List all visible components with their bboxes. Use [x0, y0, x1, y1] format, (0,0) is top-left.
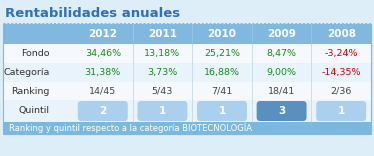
Text: 2009: 2009	[267, 29, 296, 39]
Text: Fondo: Fondo	[21, 49, 50, 58]
Text: 2/36: 2/36	[331, 86, 352, 95]
Text: Categoría: Categoría	[4, 68, 50, 77]
Text: 34,46%: 34,46%	[85, 49, 121, 58]
FancyBboxPatch shape	[3, 100, 371, 122]
Text: 16,88%: 16,88%	[204, 68, 240, 77]
Text: 1: 1	[338, 106, 345, 116]
Text: 3,73%: 3,73%	[147, 68, 178, 77]
Text: 5/43: 5/43	[152, 86, 173, 95]
Text: 7/41: 7/41	[211, 86, 233, 95]
Text: 31,38%: 31,38%	[85, 68, 121, 77]
Text: 2010: 2010	[208, 29, 236, 39]
Text: -14,35%: -14,35%	[321, 68, 361, 77]
Text: 2008: 2008	[327, 29, 356, 39]
Text: 1: 1	[218, 106, 226, 116]
Text: 2012: 2012	[88, 29, 117, 39]
Text: 8,47%: 8,47%	[267, 49, 297, 58]
FancyBboxPatch shape	[316, 101, 366, 121]
FancyBboxPatch shape	[257, 101, 307, 121]
Text: 3: 3	[278, 106, 285, 116]
FancyBboxPatch shape	[78, 101, 128, 121]
FancyBboxPatch shape	[137, 101, 187, 121]
FancyBboxPatch shape	[3, 44, 371, 63]
Text: 2011: 2011	[148, 29, 177, 39]
Text: -3,24%: -3,24%	[325, 49, 358, 58]
FancyBboxPatch shape	[3, 24, 371, 44]
Text: 9,00%: 9,00%	[267, 68, 297, 77]
Text: Quintil: Quintil	[19, 107, 50, 115]
Text: 1: 1	[159, 106, 166, 116]
Text: Ranking y quintil respecto a la categoría BIOTECNOLOGÍA: Ranking y quintil respecto a la categorí…	[9, 123, 252, 133]
FancyBboxPatch shape	[3, 122, 371, 134]
Text: Ranking: Ranking	[12, 86, 50, 95]
Text: 14/45: 14/45	[89, 86, 116, 95]
Text: 13,18%: 13,18%	[144, 49, 181, 58]
FancyBboxPatch shape	[3, 82, 371, 100]
Text: 18/41: 18/41	[268, 86, 295, 95]
Text: 25,21%: 25,21%	[204, 49, 240, 58]
Text: 2: 2	[99, 106, 107, 116]
Text: Rentabilidades anuales: Rentabilidades anuales	[5, 7, 180, 20]
FancyBboxPatch shape	[197, 101, 247, 121]
FancyBboxPatch shape	[3, 63, 371, 82]
